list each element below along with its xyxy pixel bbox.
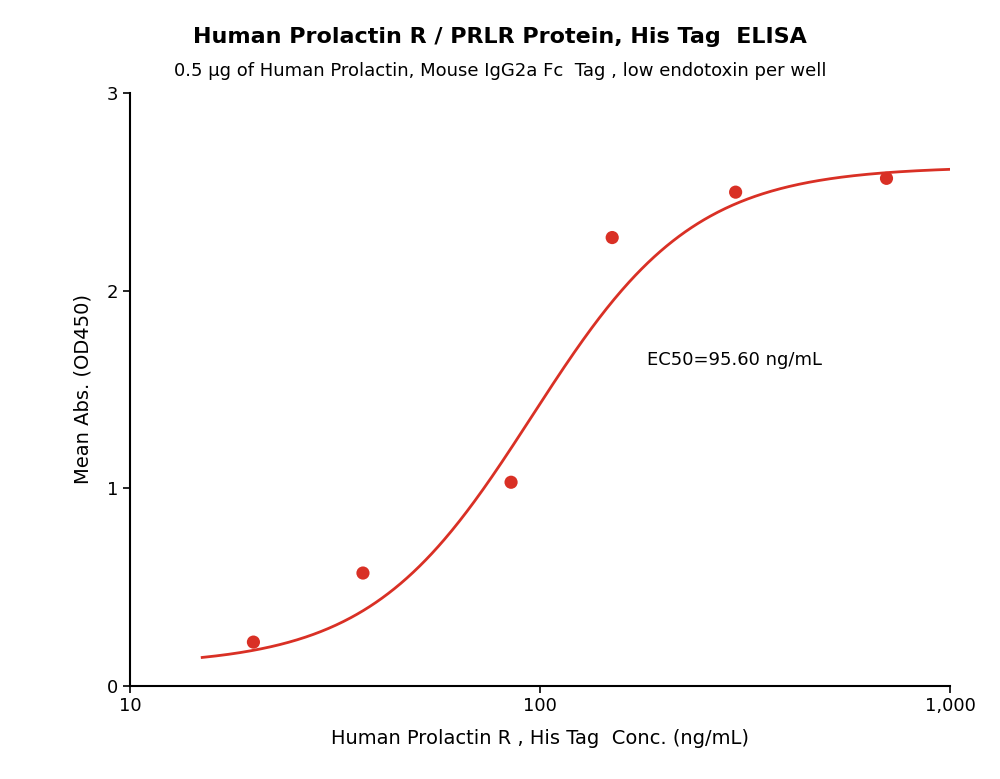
Point (245, 636, 261, 648)
Point (878, 172, 894, 185)
Point (604, 231, 620, 244)
Y-axis label: Mean Abs. (OD450): Mean Abs. (OD450) (74, 294, 93, 485)
Point (503, 476, 519, 488)
X-axis label: Human Prolactin R , His Tag  Conc. (ng/mL): Human Prolactin R , His Tag Conc. (ng/mL… (331, 729, 749, 748)
Point (728, 186, 744, 199)
Point (355, 567, 371, 580)
Text: Human Prolactin R / PRLR Protein, His Tag  ELISA: Human Prolactin R / PRLR Protein, His Ta… (193, 27, 807, 48)
Text: EC50=95.60 ng/mL: EC50=95.60 ng/mL (647, 351, 822, 369)
Text: 0.5 μg of Human Prolactin, Mouse IgG2a Fc  Tag , low endotoxin per well: 0.5 μg of Human Prolactin, Mouse IgG2a F… (174, 62, 826, 80)
